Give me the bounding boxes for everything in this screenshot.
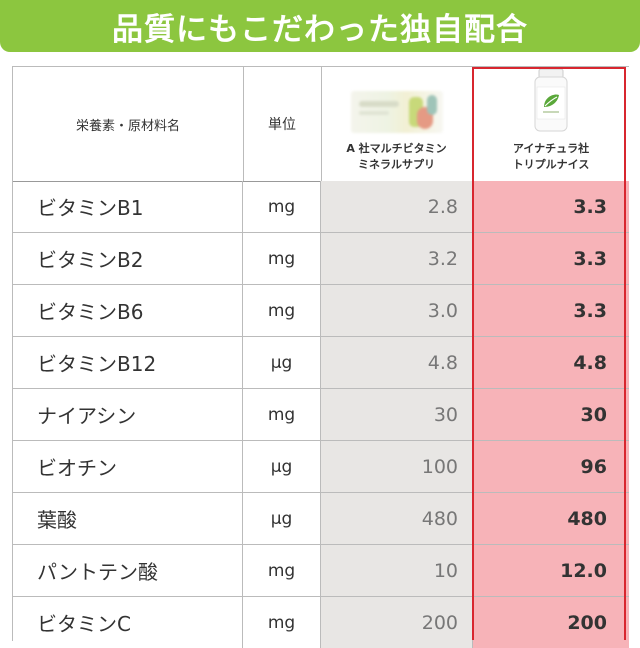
competitor-value: 3.2 [321, 233, 473, 284]
header-banner: 品質にもこだわった独自配合 [0, 0, 640, 52]
product-value: 30 [473, 389, 629, 440]
competitor-value: 200 [321, 597, 473, 648]
banner-title: 品質にもこだわった独自配合 [112, 11, 528, 48]
table-row: ナイアシン mg 30 30 [13, 389, 629, 441]
competitor-name-line1: A 社マルチビタミン [346, 142, 447, 155]
nutrient-unit: μg [243, 493, 321, 544]
nutrient-name: ビタミンB6 [13, 285, 243, 336]
nutrient-unit: mg [243, 597, 321, 648]
product-value: 480 [473, 493, 629, 544]
comparison-table: 栄養素・原材料名 単位 A 社マルチビタミン ミネラルサプリ アイナチュラ社 ト [12, 66, 629, 648]
nutrient-unit: mg [243, 233, 321, 284]
nutrient-unit: μg [243, 337, 321, 388]
competitor-value: 4.8 [321, 337, 473, 388]
competitor-value: 3.0 [321, 285, 473, 336]
nutrient-unit: mg [243, 285, 321, 336]
competitor-name-line2: ミネラルサプリ [358, 158, 435, 171]
competitor-value: 480 [321, 493, 473, 544]
nutrient-name: ビオチン [13, 441, 243, 492]
product-value: 3.3 [473, 233, 629, 284]
nutrient-name: 葉酸 [13, 493, 243, 544]
product-value: 200 [473, 597, 629, 648]
nutrient-name: ナイアシン [13, 389, 243, 440]
supplement-bottle-image [534, 68, 568, 132]
header-nutrient-label: 栄養素・原材料名 [75, 118, 180, 134]
table-row: パントテン酸 mg 10 12.0 [13, 545, 629, 597]
product-value: 12.0 [473, 545, 629, 596]
header-competitor: A 社マルチビタミン ミネラルサプリ [321, 67, 473, 181]
header-unit-label: 単位 [268, 117, 296, 133]
table-row: ビオチン μg 100 96 [13, 441, 629, 493]
table-row: ビタミンB1 mg 2.8 3.3 [13, 181, 629, 233]
nutrient-unit: mg [243, 389, 321, 440]
competitor-product-image [350, 91, 443, 133]
table-row: ビタミンB6 mg 3.0 3.3 [13, 285, 629, 337]
table-row: 葉酸 μg 480 480 [13, 493, 629, 545]
table-row: ビタミンB12 μg 4.8 4.8 [13, 337, 629, 389]
product-value: 4.8 [473, 337, 629, 388]
table-header: 栄養素・原材料名 単位 A 社マルチビタミン ミネラルサプリ アイナチュラ社 ト [13, 67, 629, 182]
product-value: 96 [473, 441, 629, 492]
table-row: ビタミンC mg 200 200 [13, 597, 629, 648]
nutrient-name: ビタミンB12 [13, 337, 243, 388]
competitor-value: 10 [321, 545, 473, 596]
nutrient-name: ビタミンB1 [13, 181, 243, 232]
header-nutrient: 栄養素・原材料名 [13, 67, 244, 181]
header-product: アイナチュラ社 トリプルナイス [473, 67, 629, 181]
nutrient-name: ビタミンB2 [13, 233, 243, 284]
table-row: ビタミンB2 mg 3.2 3.3 [13, 233, 629, 285]
nutrient-unit: mg [243, 181, 321, 232]
competitor-value: 100 [321, 441, 473, 492]
nutrient-unit: μg [243, 441, 321, 492]
nutrient-name: パントテン酸 [13, 545, 243, 596]
competitor-value: 30 [321, 389, 473, 440]
product-name-line1: アイナチュラ社 [512, 142, 590, 155]
product-value: 3.3 [473, 181, 629, 232]
nutrient-name: ビタミンC [13, 597, 243, 648]
product-value: 3.3 [473, 285, 629, 336]
competitor-value: 2.8 [321, 181, 473, 232]
nutrient-unit: mg [243, 545, 321, 596]
header-unit: 単位 [243, 67, 322, 181]
product-name-line2: トリプルナイス [512, 158, 590, 171]
